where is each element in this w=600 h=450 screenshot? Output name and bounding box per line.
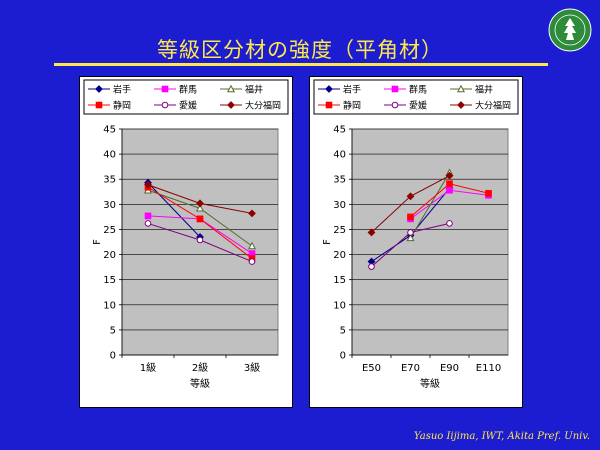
university-seal-logo — [548, 8, 592, 52]
y-axis-label: F — [322, 239, 333, 245]
legend-label: 静岡 — [343, 100, 361, 112]
data-point — [196, 236, 204, 244]
data-point — [407, 229, 414, 236]
legend-marker — [325, 101, 333, 109]
y-tick-label: 35 — [103, 175, 116, 186]
data-point — [368, 263, 375, 270]
y-tick-label: 45 — [103, 125, 116, 136]
y-tick-label: 20 — [103, 250, 116, 261]
series-大分福岡 — [367, 171, 454, 237]
legend-box — [83, 79, 289, 115]
chart-panel-e-class: 岩手 群馬 福井静岡 愛媛 大分福岡 0 5 10 15 20 25 30 35 40 45 E50 E70 E9… — [309, 76, 523, 408]
y-tick-label: 20 — [333, 250, 346, 261]
legend-label: 静岡 — [113, 100, 131, 112]
y-tick-label: 30 — [103, 200, 116, 211]
legend-label: 大分福岡 — [245, 100, 281, 112]
legend-marker — [227, 101, 235, 109]
x-tick-label: E50 — [362, 363, 381, 374]
x-tick-label: E90 — [440, 363, 459, 374]
y-tick-label: 40 — [103, 150, 116, 161]
x-axis-label: 等級 — [190, 377, 210, 390]
series-愛媛 — [368, 220, 453, 270]
legend-label: 愛媛 — [409, 100, 427, 112]
y-tick-label: 40 — [333, 150, 346, 161]
x-tick-label: 2級 — [192, 361, 208, 374]
data-point — [406, 192, 415, 201]
series-愛媛 — [144, 220, 256, 265]
x-tick-label: E110 — [476, 363, 501, 374]
legend-label: 大分福岡 — [475, 100, 511, 112]
y-tick-label: 0 — [340, 351, 346, 362]
y-tick-label: 10 — [333, 300, 346, 311]
legend-marker — [391, 101, 399, 109]
x-tick-label: 1級 — [140, 361, 156, 374]
legend-label: 岩手 — [343, 84, 361, 96]
data-point — [446, 220, 453, 227]
legend-marker — [457, 101, 465, 109]
legend-marker — [456, 84, 466, 93]
data-point — [445, 171, 454, 180]
legend-marker — [161, 85, 169, 93]
y-tick-label: 5 — [340, 325, 346, 336]
legend-label: 群馬 — [409, 84, 427, 96]
x-axis-label: 等級 — [420, 377, 440, 390]
legend-box — [313, 79, 519, 115]
series-大分福岡 — [144, 180, 256, 218]
data-point — [446, 186, 453, 194]
legend-label: 群馬 — [179, 84, 197, 96]
data-point — [196, 199, 204, 208]
y-tick-label: 30 — [333, 200, 346, 211]
plot-area — [351, 128, 509, 356]
data-point — [195, 204, 205, 212]
data-point — [196, 215, 204, 223]
x-tick-label: 3級 — [244, 361, 260, 374]
y-tick-label: 5 — [110, 325, 116, 336]
legend-marker — [226, 84, 236, 93]
legend-label: 福井 — [475, 84, 493, 96]
legend-marker — [95, 85, 103, 93]
y-tick-label: 25 — [103, 225, 116, 236]
legend-marker — [391, 85, 399, 93]
data-point — [144, 212, 152, 220]
y-tick-label: 35 — [333, 175, 346, 186]
data-point — [407, 213, 414, 221]
data-point — [144, 220, 152, 227]
y-tick-label: 10 — [103, 300, 116, 311]
title-underline — [54, 63, 548, 66]
y-tick-label: 45 — [333, 125, 346, 136]
legend-label: 福井 — [245, 84, 263, 96]
data-point — [144, 180, 152, 189]
y-tick-label: 15 — [103, 275, 116, 286]
legend-label: 愛媛 — [179, 100, 197, 112]
slide-title: 等級区分材の強度（平角材） — [157, 38, 443, 62]
legend-marker — [95, 101, 103, 109]
chart-panel-grade: 岩手 群馬 福井静岡 愛媛 大分福岡 0 5 10 15 20 25 30 35 40 45 1級 2級 3級等級… — [79, 76, 293, 408]
footer-credit: Yasuo Iijima, IWT, Akita Pref. Univ. — [413, 431, 590, 442]
data-point — [248, 258, 256, 265]
data-point — [248, 209, 256, 218]
series-静岡 — [407, 180, 492, 221]
y-tick-label: 0 — [110, 351, 116, 362]
y-tick-label: 25 — [333, 225, 346, 236]
legend-label: 岩手 — [113, 84, 131, 96]
series-line — [147, 182, 201, 238]
data-point — [485, 189, 492, 197]
data-point — [406, 233, 415, 242]
legend-marker — [325, 85, 333, 93]
legend-marker — [161, 101, 169, 109]
data-point — [367, 228, 376, 237]
x-tick-label: E70 — [401, 363, 420, 374]
data-point — [247, 241, 257, 250]
data-point — [446, 180, 453, 188]
y-tick-label: 15 — [333, 275, 346, 286]
y-axis-label: F — [92, 239, 103, 245]
series-line — [410, 172, 450, 239]
